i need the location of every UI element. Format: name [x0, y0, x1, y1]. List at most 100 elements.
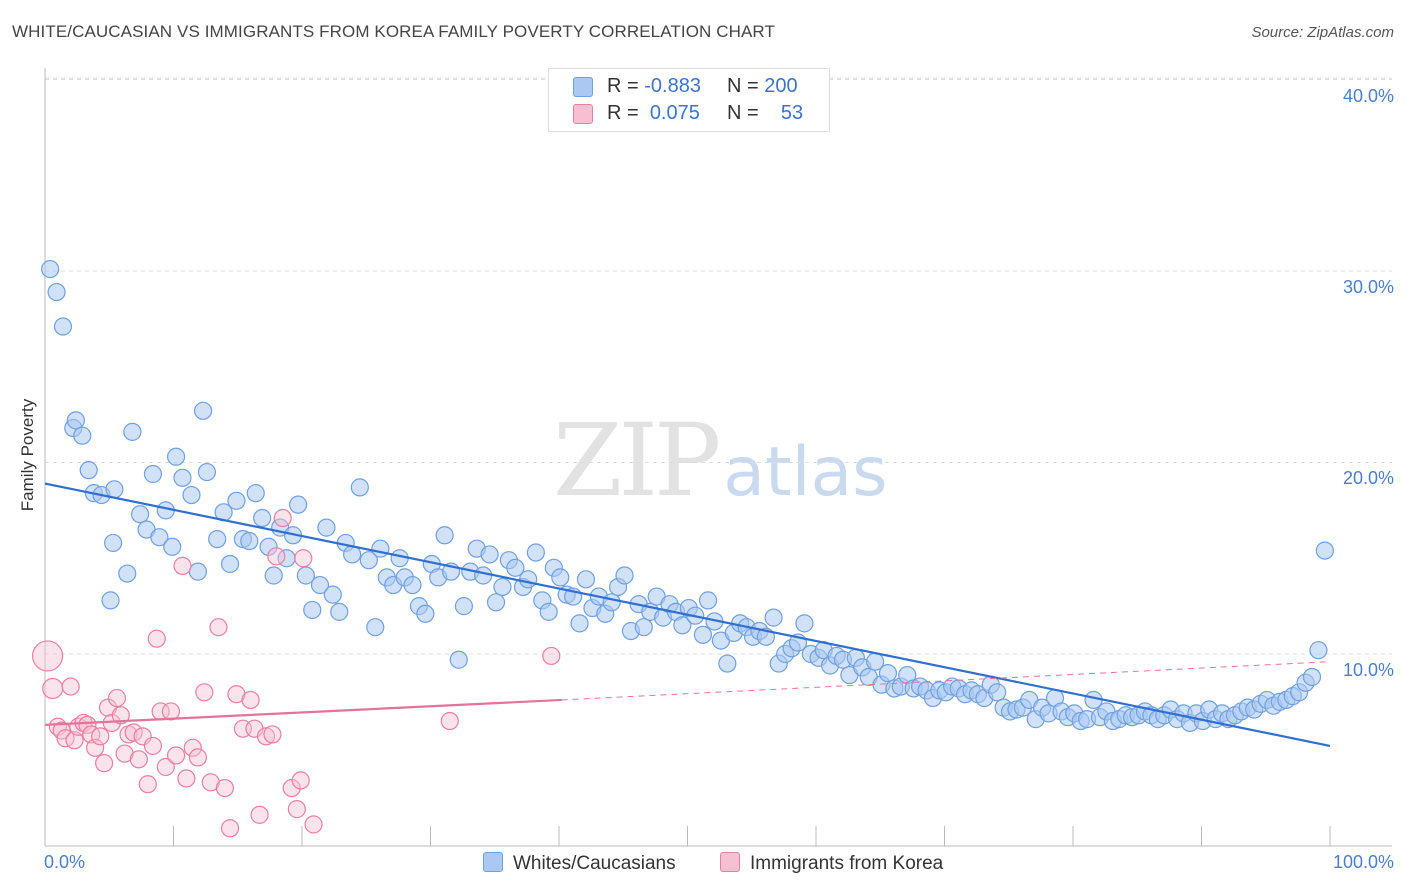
- legend-r-korea: R = 0.075: [607, 102, 700, 125]
- legend-n-value: 53: [780, 102, 804, 124]
- point-korea: [138, 775, 157, 794]
- x-tick-label-max: 100.0%: [1332, 852, 1394, 872]
- point-whites: [227, 491, 246, 510]
- watermark-zip: ZIP: [553, 402, 721, 519]
- point-korea: [256, 727, 276, 746]
- point-whites: [303, 600, 322, 620]
- trendline-korea: [44, 698, 562, 726]
- point-whites: [539, 602, 558, 621]
- point-whites: [253, 508, 272, 528]
- point-whites: [173, 468, 192, 487]
- point-whites: [150, 528, 169, 547]
- point-whites: [296, 566, 315, 585]
- y-tick-label-20: 20.0%: [1342, 468, 1394, 488]
- bottom-legend-label-whites: Whites/Caucasians: [513, 853, 676, 874]
- point-whites: [101, 591, 120, 610]
- bottom-legend-whites: Whites/Caucasians: [483, 852, 676, 875]
- bottom-legend-label-korea: Immigrants from Korea: [750, 853, 944, 874]
- point-whites: [371, 539, 390, 558]
- legend-r-label: R =: [607, 75, 639, 97]
- point-korea: [220, 819, 240, 838]
- point-whites: [435, 526, 454, 545]
- legend-swatch-blue: [573, 77, 593, 97]
- point-whites: [330, 602, 349, 621]
- legend-n-korea: N = 53: [727, 102, 803, 125]
- point-whites: [193, 401, 213, 420]
- point-korea: [304, 815, 323, 834]
- point-whites: [73, 426, 92, 445]
- point-whites: [795, 614, 814, 633]
- source-label: Source: ZipAtlas.com: [1251, 24, 1394, 41]
- point-korea: [156, 757, 175, 777]
- point-whites: [317, 518, 336, 537]
- point-korea: [61, 677, 80, 696]
- point-korea: [287, 800, 306, 819]
- point-whites: [519, 570, 538, 589]
- point-whites: [130, 505, 150, 524]
- point-whites: [403, 575, 422, 595]
- zipatlas-watermark: ZIPatlas: [553, 402, 888, 519]
- point-whites: [105, 480, 124, 499]
- point-whites: [323, 585, 342, 604]
- point-korea: [183, 738, 202, 757]
- point-whites: [66, 411, 85, 430]
- point-whites: [602, 593, 621, 612]
- point-whites: [79, 461, 98, 480]
- stats-legend: R = -0.883 N = 200 R = 0.075 N = 53: [548, 68, 830, 132]
- point-whites: [220, 554, 240, 574]
- point-whites: [551, 568, 570, 587]
- trendline-whites: [44, 482, 1331, 747]
- point-korea: [267, 547, 286, 566]
- legend-n-value: 200: [764, 75, 798, 97]
- point-korea: [161, 702, 181, 721]
- point-whites: [449, 650, 468, 669]
- point-whites: [359, 551, 378, 570]
- legend-n-whites: N = 200: [727, 75, 798, 98]
- point-korea: [273, 508, 292, 528]
- point-korea: [129, 750, 148, 769]
- legend-r-value: -0.883: [644, 75, 701, 97]
- point-korea: [42, 677, 64, 700]
- legend-r-label: R =: [607, 102, 639, 124]
- trendline-korea-extension: [561, 661, 1331, 701]
- point-whites: [878, 664, 898, 683]
- point-whites: [634, 618, 653, 637]
- point-whites: [506, 558, 525, 577]
- point-whites: [197, 462, 217, 482]
- point-whites: [673, 616, 692, 635]
- bottom-legend-swatch-blue: [483, 852, 503, 872]
- point-whites: [41, 259, 60, 279]
- point-whites: [988, 683, 1007, 702]
- y-tick-label-10: 10.0%: [1342, 660, 1394, 680]
- point-whites: [1302, 667, 1322, 687]
- point-whites: [718, 654, 737, 673]
- point-whites: [366, 618, 385, 637]
- point-whites: [118, 564, 137, 583]
- point-whites: [350, 478, 369, 497]
- bottom-legend-korea: Immigrants from Korea: [720, 852, 943, 875]
- point-whites: [166, 447, 186, 466]
- point-korea: [107, 688, 127, 708]
- bottom-legend-swatch-pink: [720, 852, 740, 872]
- point-whites: [53, 317, 73, 336]
- point-korea: [263, 725, 282, 744]
- point-whites: [188, 562, 208, 581]
- point-korea: [291, 771, 310, 790]
- point-korea: [143, 736, 163, 756]
- point-korea: [65, 731, 84, 750]
- point-korea: [31, 640, 64, 672]
- point-korea: [147, 629, 166, 648]
- point-korea: [188, 748, 208, 767]
- x-tick-label-min: 0.0%: [44, 852, 86, 872]
- point-whites: [123, 422, 142, 441]
- point-whites: [1309, 641, 1328, 660]
- point-korea: [56, 729, 75, 748]
- point-whites: [104, 533, 123, 553]
- point-korea: [250, 805, 269, 824]
- point-whites: [486, 593, 506, 612]
- point-whites: [693, 625, 713, 644]
- legend-r-value: 0.075: [649, 102, 700, 124]
- point-korea: [111, 706, 130, 725]
- point-korea: [124, 723, 143, 742]
